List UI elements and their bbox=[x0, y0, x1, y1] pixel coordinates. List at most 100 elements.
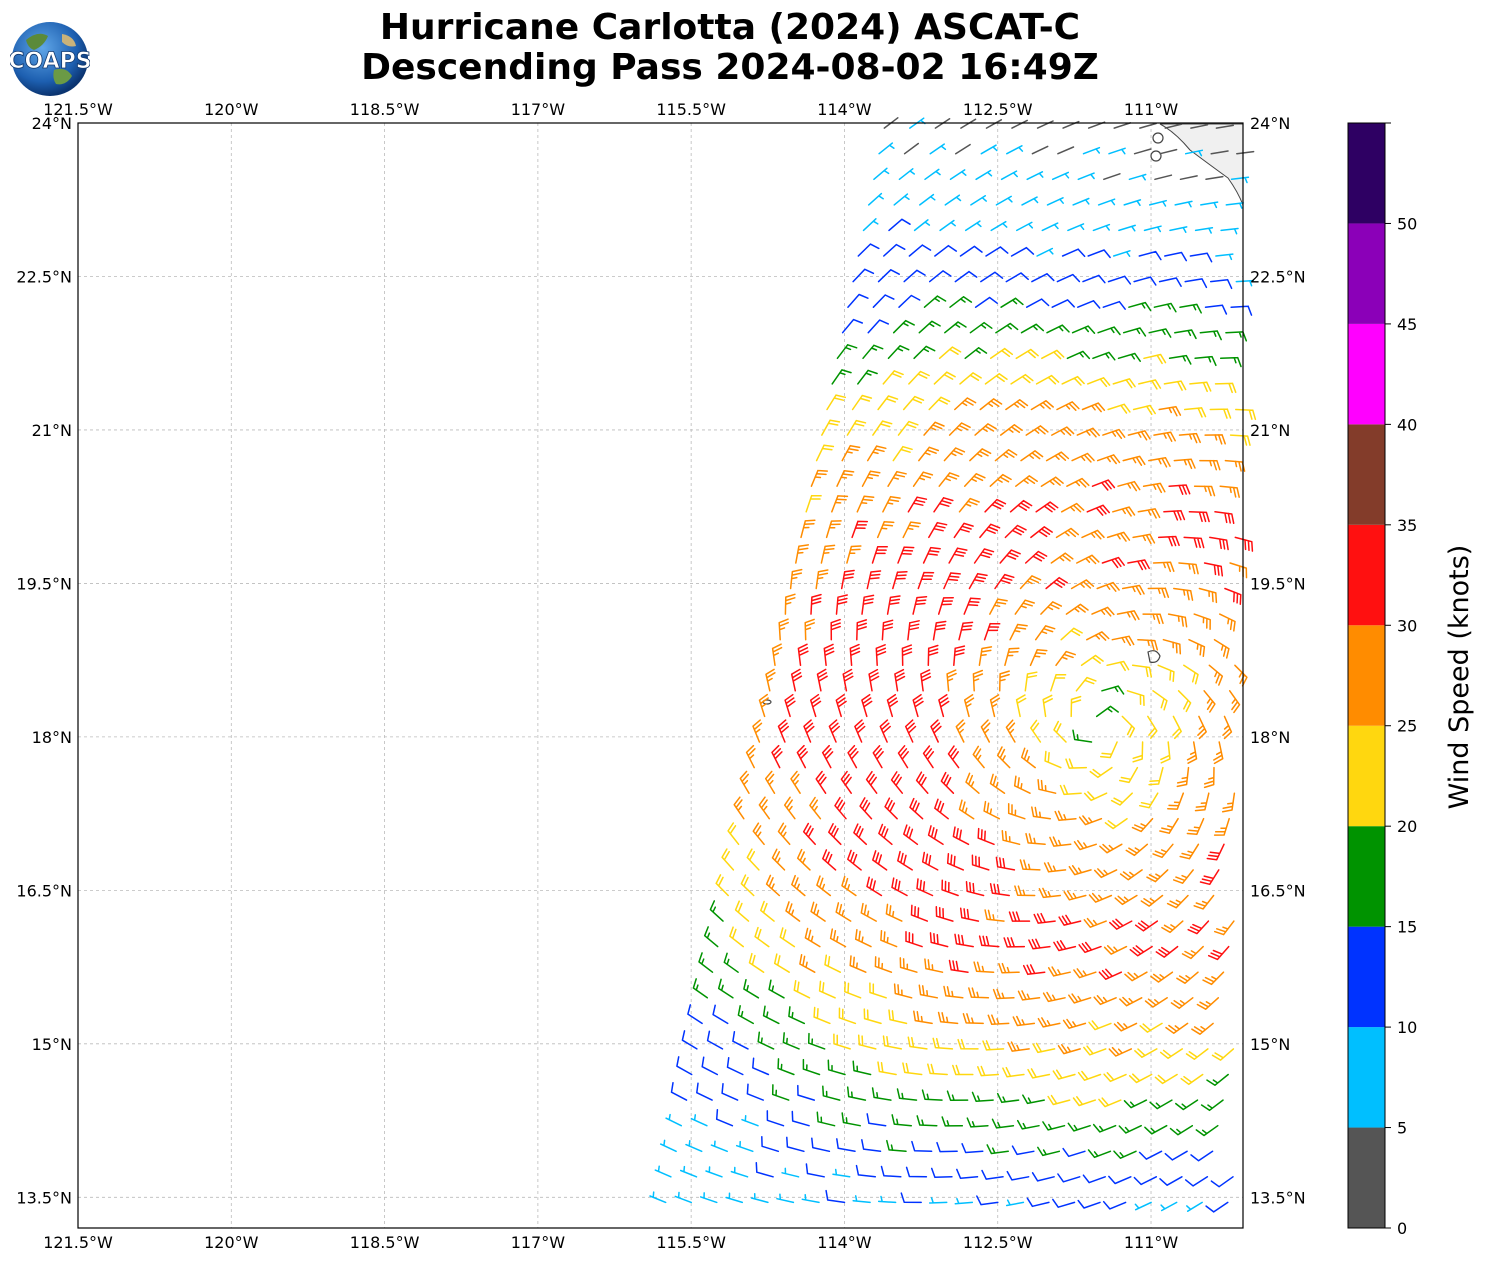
wind-barb bbox=[729, 926, 745, 948]
wind-barb bbox=[905, 930, 923, 948]
wind-barb bbox=[1159, 1048, 1184, 1060]
wind-barb bbox=[829, 928, 847, 948]
wind-barb bbox=[872, 850, 888, 871]
wind-barb bbox=[809, 693, 822, 718]
wind-barb bbox=[1052, 1198, 1076, 1208]
wind-barb bbox=[949, 169, 967, 181]
wind-barb bbox=[831, 369, 852, 385]
wind-barb bbox=[1014, 599, 1035, 615]
wind-barb bbox=[1186, 817, 1205, 836]
wind-barb bbox=[1053, 940, 1077, 952]
wind-barb bbox=[1067, 223, 1085, 232]
wind-barb bbox=[1224, 459, 1246, 472]
wind-barb bbox=[1204, 304, 1228, 315]
wind-barb bbox=[1200, 201, 1219, 209]
lat-tick-label-left: 19.5°N bbox=[16, 574, 72, 593]
wind-barb bbox=[961, 1143, 984, 1154]
wind-barb bbox=[1052, 1069, 1076, 1080]
wind-barb bbox=[740, 874, 755, 897]
wind-barb bbox=[1198, 587, 1218, 604]
wind-barb bbox=[1118, 224, 1136, 232]
wind-barb bbox=[1210, 150, 1229, 155]
wind-barb bbox=[1119, 996, 1143, 1007]
wind-barb bbox=[1158, 277, 1182, 287]
wind-barb bbox=[687, 1004, 703, 1025]
wind-barb bbox=[1183, 664, 1199, 685]
wind-barb bbox=[1093, 868, 1118, 879]
wind-barb bbox=[1196, 997, 1220, 1010]
wind-barb bbox=[827, 1059, 846, 1076]
wind-barb bbox=[1219, 485, 1240, 498]
wind-barb bbox=[1015, 475, 1038, 487]
wind-barb bbox=[1060, 502, 1085, 513]
wind-barb bbox=[1101, 556, 1125, 569]
wind-barb bbox=[813, 1006, 831, 1025]
wind-barb bbox=[1173, 458, 1196, 470]
wind-barb bbox=[954, 143, 971, 155]
wind-barb bbox=[1215, 124, 1234, 129]
wind-barb bbox=[897, 850, 913, 871]
wind-barb bbox=[878, 142, 895, 155]
wind-barb bbox=[854, 929, 872, 948]
wind-barb bbox=[952, 826, 970, 846]
wind-barb bbox=[964, 347, 988, 360]
wind-barb bbox=[1209, 536, 1229, 551]
wind-barb bbox=[930, 719, 942, 743]
wind-barb bbox=[771, 1084, 790, 1101]
wind-barb bbox=[846, 545, 862, 564]
wind-barb bbox=[1026, 1197, 1050, 1208]
wind-barb bbox=[1002, 1066, 1025, 1078]
wind-barb bbox=[913, 219, 931, 232]
wind-barb bbox=[765, 668, 776, 692]
wind-barb bbox=[1040, 476, 1064, 487]
wind-barb bbox=[1087, 1149, 1112, 1159]
wind-barb bbox=[832, 1168, 851, 1178]
wind-barb bbox=[857, 369, 878, 385]
wind-barb bbox=[1019, 859, 1041, 871]
wind-barb bbox=[1046, 324, 1070, 334]
wind-barb bbox=[918, 320, 941, 334]
wind-barb bbox=[852, 1195, 871, 1204]
wind-barb bbox=[1222, 715, 1233, 740]
wind-barb bbox=[928, 396, 951, 411]
wind-barb bbox=[1108, 1175, 1132, 1185]
wind-barb bbox=[1121, 715, 1136, 738]
lat-tick-label-left: 16.5°N bbox=[16, 881, 72, 900]
wind-barb bbox=[886, 595, 901, 615]
wind-barb bbox=[1056, 273, 1081, 283]
wind-barb bbox=[963, 473, 986, 487]
wind-barb bbox=[766, 1110, 785, 1127]
wind-barb bbox=[741, 1115, 759, 1127]
wind-barb bbox=[1172, 869, 1194, 884]
lat-tick-label-left: 15°N bbox=[32, 1035, 72, 1054]
wind-barb bbox=[1082, 274, 1106, 284]
wind-barb bbox=[1234, 664, 1248, 687]
wind-barb bbox=[1138, 1150, 1163, 1160]
wind-barb bbox=[1103, 1072, 1127, 1083]
lon-tick-label-bottom: 120°W bbox=[204, 1233, 259, 1252]
wind-barb bbox=[1026, 171, 1044, 181]
wind-barb bbox=[734, 900, 750, 922]
chart-title-line1: Hurricane Carlotta (2024) ASCAT-C bbox=[379, 7, 1081, 48]
wind-barb bbox=[874, 956, 893, 973]
wind-barb bbox=[965, 881, 985, 897]
lon-tick-label-top: 118.5°W bbox=[350, 100, 420, 119]
wind-barb bbox=[696, 1082, 713, 1101]
wind-barb bbox=[928, 521, 948, 539]
wind-barb bbox=[1128, 173, 1147, 181]
wind-barb bbox=[1144, 1124, 1168, 1135]
wind-barb bbox=[1159, 148, 1178, 155]
wind-barb bbox=[1195, 1124, 1219, 1137]
wind-barb bbox=[1099, 741, 1118, 759]
wind-barb bbox=[1078, 941, 1102, 954]
wind-barb bbox=[1134, 920, 1159, 932]
wind-barb bbox=[1024, 671, 1038, 692]
wind-barb bbox=[1042, 694, 1053, 718]
wind-barb bbox=[717, 978, 734, 999]
wind-barb bbox=[1082, 1174, 1106, 1184]
wind-barb bbox=[1229, 562, 1248, 579]
wind-barb bbox=[752, 822, 765, 846]
wind-barb bbox=[755, 1161, 774, 1178]
wind-barb bbox=[1172, 715, 1182, 740]
wind-barb bbox=[939, 219, 956, 232]
